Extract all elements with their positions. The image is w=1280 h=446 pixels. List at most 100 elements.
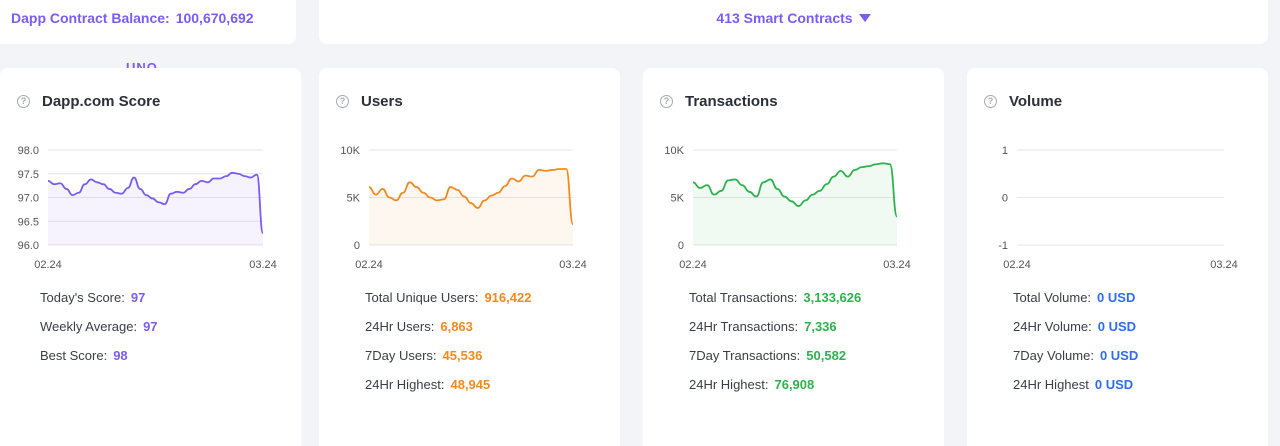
stat-label: 7Day Users: <box>365 348 437 363</box>
balance-label: Dapp Contract Balance: <box>11 10 170 26</box>
x-tick-label: 02.24 <box>1003 259 1031 271</box>
series-line <box>47 171 264 235</box>
users-stats: Total Unique Users: 916,422 24Hr Users: 6,… <box>365 290 531 406</box>
x-tick-label: 02.24 <box>679 259 707 271</box>
stat-value: 98 <box>113 348 128 363</box>
stat-value: 916,422 <box>484 290 532 305</box>
stat-label: 24Hr Highest: <box>689 377 769 392</box>
transactions-stats: Total Transactions: 3,133,626 24Hr Transa… <box>689 290 861 406</box>
stat-row: 24Hr Highest: 76,908 <box>689 377 861 406</box>
stat-value: 0 USD <box>1094 377 1134 392</box>
stat-label: 24Hr Users: <box>365 319 435 334</box>
stat-label: 7Day Transactions: <box>689 348 801 363</box>
score-card: ? Dapp.com Score 96.0 96.5 97.0 97.5 98.0 02.2… <box>0 68 301 446</box>
contracts-card: 413 Smart Contracts <box>319 0 1268 44</box>
stat-row: 24Hr Highest: 48,945 <box>365 377 531 406</box>
card-title: ? Dapp.com Score <box>17 93 160 110</box>
score-stats: Today's Score: 97 Weekly Average: 97 Best … <box>40 290 158 377</box>
help-icon[interactable]: ? <box>17 95 30 108</box>
y-tick-label: 1 <box>1002 145 1008 157</box>
stat-value: 76,908 <box>774 377 815 392</box>
y-tick-label: 96.0 <box>18 240 39 252</box>
stat-row: 24Hr Users: 6,863 <box>365 319 531 348</box>
y-tick-label: 98.0 <box>18 145 39 157</box>
stat-label: Total Volume: <box>1013 290 1092 305</box>
stat-value: 97 <box>130 290 146 305</box>
volume-card: ? Volume -1 0 1 02.24 03.24 Total Volume: 0 US… <box>967 68 1268 446</box>
stat-row: 7Day Volume: 0 USD <box>1013 348 1138 377</box>
stat-value: 6,863 <box>440 319 473 334</box>
transactions-chart: 0 5K 10K 02.24 03.24 <box>664 145 911 271</box>
score-chart: 96.0 96.5 97.0 97.5 98.0 02.24 03.24 <box>18 145 277 271</box>
series-area <box>369 169 573 245</box>
stat-value: 48,945 <box>450 377 491 392</box>
stat-row: Today's Score: 97 <box>40 290 158 319</box>
stat-value: 0 USD <box>1097 319 1137 334</box>
smart-contracts-dropdown[interactable]: 413 Smart Contracts <box>319 10 1268 26</box>
stat-value: 97 <box>143 319 158 334</box>
card-title-text: Transactions <box>685 93 778 110</box>
users-chart: 0 5K 10K 02.24 03.24 <box>340 145 586 271</box>
stat-row: Total Volume: 0 USD <box>1013 290 1138 319</box>
x-tick-label: 03.24 <box>883 259 911 271</box>
help-icon[interactable]: ? <box>336 95 349 108</box>
stat-value: 0 USD <box>1099 348 1139 363</box>
stat-row: 24Hr Volume: 0 USD <box>1013 319 1138 348</box>
volume-stats: Total Volume: 0 USD 24Hr Volume: 0 USD 7Da… <box>1013 290 1138 406</box>
stat-label: 7Day Volume: <box>1013 348 1094 363</box>
y-tick-label: 5K <box>671 193 685 205</box>
card-title-text: Users <box>361 93 403 110</box>
x-tick-label: 02.24 <box>34 259 62 271</box>
stat-row: Best Score: 98 <box>40 348 158 377</box>
series-line <box>692 162 898 218</box>
stat-value: 45,536 <box>442 348 483 363</box>
y-tick-label: 0 <box>354 240 360 252</box>
users-card: ? Users 0 5K 10K 02.24 03.24 Total Unique Use… <box>319 68 620 446</box>
stat-row: 24Hr Highest 0 USD <box>1013 377 1138 406</box>
stat-row: Total Unique Users: 916,422 <box>365 290 531 319</box>
help-icon[interactable]: ? <box>660 95 673 108</box>
x-tick-label: 03.24 <box>249 259 277 271</box>
y-tick-label: 10K <box>340 145 360 157</box>
stat-value: 0 USD <box>1097 290 1136 305</box>
stat-label: Total Unique Users: <box>365 290 479 305</box>
y-tick-label: -1 <box>998 240 1008 252</box>
caret-down-icon[interactable] <box>858 14 871 22</box>
volume-chart: -1 0 1 02.24 03.24 <box>998 145 1238 271</box>
stat-label: 24Hr Highest: <box>365 377 445 392</box>
stat-label: Weekly Average: <box>40 319 138 334</box>
card-title: ? Users <box>336 93 403 110</box>
y-tick-label: 97.0 <box>18 193 39 205</box>
stat-label: Today's Score: <box>40 290 125 305</box>
partial-hidden-text: UNO <box>126 60 158 68</box>
card-title-text: Volume <box>1009 93 1063 110</box>
help-icon[interactable]: ? <box>984 95 997 108</box>
stat-row: 7Day Transactions: 50,582 <box>689 348 861 377</box>
series-line <box>368 168 574 225</box>
stat-row: 7Day Users: 45,536 <box>365 348 531 377</box>
y-tick-label: 0 <box>678 240 684 252</box>
y-tick-label: 10K <box>664 145 684 157</box>
stat-label: 24Hr Volume: <box>1013 319 1092 334</box>
stat-value: 7,336 <box>804 319 837 334</box>
stat-label: 24Hr Transactions: <box>689 319 799 334</box>
transactions-card: ? Transactions 0 5K 10K 02.24 03.24 Total Tra… <box>643 68 944 446</box>
y-tick-label: 0 <box>1002 193 1008 205</box>
stat-row: Total Transactions: 3,133,626 <box>689 290 861 319</box>
stat-label: 24Hr Highest <box>1013 377 1089 392</box>
card-title: ? Transactions <box>660 93 778 110</box>
x-tick-label: 03.24 <box>1210 259 1238 271</box>
smart-contracts-label[interactable]: 413 Smart Contracts <box>716 10 853 26</box>
stat-label: Total Transactions: <box>689 290 798 305</box>
contract-balance: Dapp Contract Balance: 100,670,692 <box>11 10 254 26</box>
balance-value: 100,670,692 <box>175 10 254 26</box>
stat-value: 50,582 <box>806 348 847 363</box>
y-tick-label: 96.5 <box>18 216 39 228</box>
card-title: ? Volume <box>984 93 1062 110</box>
x-tick-label: 02.24 <box>355 259 383 271</box>
series-area <box>48 172 263 245</box>
y-tick-label: 97.5 <box>18 169 39 181</box>
stat-row: 24Hr Transactions: 7,336 <box>689 319 861 348</box>
stat-label: Best Score: <box>40 348 108 363</box>
stat-row: Weekly Average: 97 <box>40 319 158 348</box>
